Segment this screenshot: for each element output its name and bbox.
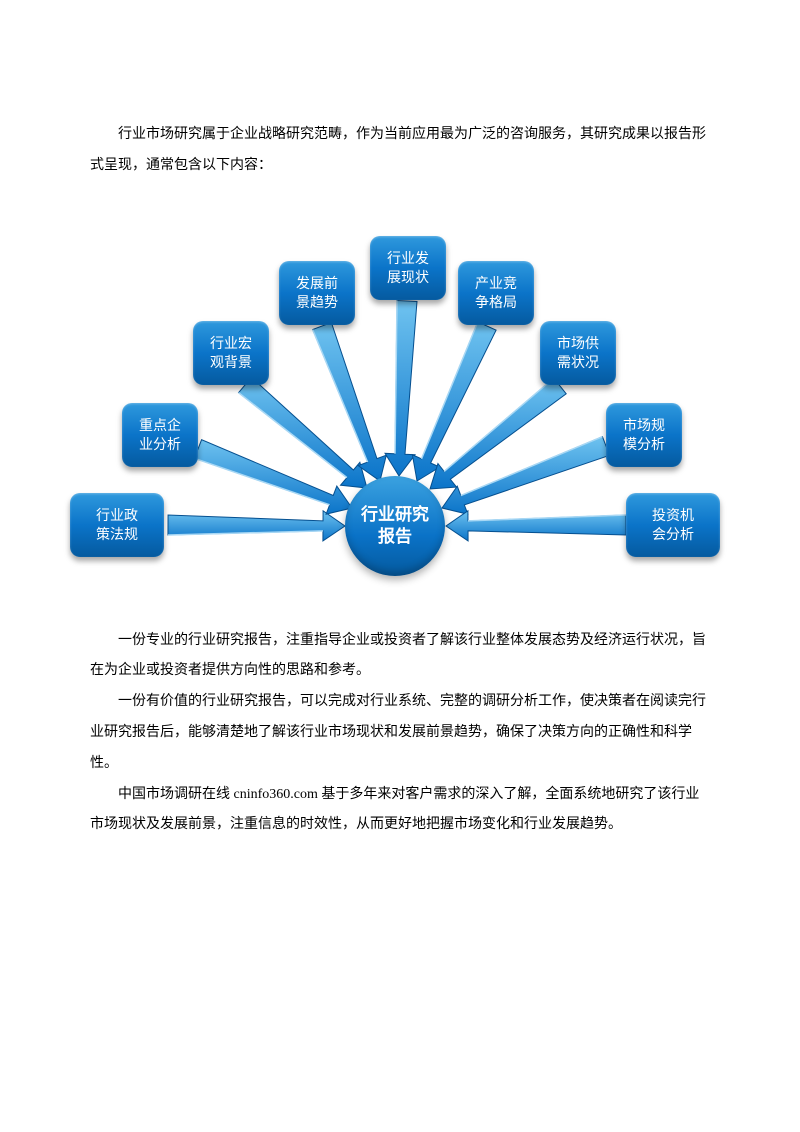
node-0: 行业政策法规 — [70, 493, 164, 557]
intro-paragraph: 行业市场研究属于企业战略研究范畴，作为当前应用最为广泛的咨询服务，其研究成果以报… — [90, 120, 710, 182]
arrow-2 — [239, 377, 367, 488]
node-3: 发展前景趋势 — [279, 261, 355, 325]
industry-research-diagram: 行业研究报告 行业政策法规 重点企业分析 行业宏观背景发展前景趋势行业发展现状产业竞… — [60, 206, 740, 596]
node-6: 市场供需状况 — [540, 321, 616, 385]
arrow-7 — [442, 436, 610, 514]
node-4: 行业发展现状 — [370, 236, 446, 300]
arrow-6 — [430, 378, 566, 489]
arrow-0 — [168, 510, 345, 540]
arrow-4 — [385, 300, 417, 475]
paragraph-3: 中国市场调研在线 cninfo360.com 基于多年来对客户需求的深入了解，全… — [90, 780, 710, 842]
body-paragraphs: 一份专业的行业研究报告，注重指导企业或投资者了解该行业整体发展态势及经济运行状况… — [90, 626, 710, 842]
center-node: 行业研究报告 — [345, 476, 445, 576]
arrow-8 — [446, 510, 626, 540]
paragraph-2: 一份有价值的行业研究报告，可以完成对行业系统、完整的调研分析工作，使决策者在阅读… — [90, 687, 710, 779]
node-7: 市场规模分析 — [606, 403, 682, 467]
arrow-5 — [412, 321, 496, 480]
node-2: 行业宏观背景 — [193, 321, 269, 385]
node-8: 投资机会分析 — [626, 493, 720, 557]
arrow-3 — [313, 322, 387, 481]
arrow-1 — [194, 439, 352, 513]
node-5: 产业竞争格局 — [458, 261, 534, 325]
paragraph-1: 一份专业的行业研究报告，注重指导企业或投资者了解该行业整体发展态势及经济运行状况… — [90, 626, 710, 688]
node-1: 重点企业分析 — [122, 403, 198, 467]
